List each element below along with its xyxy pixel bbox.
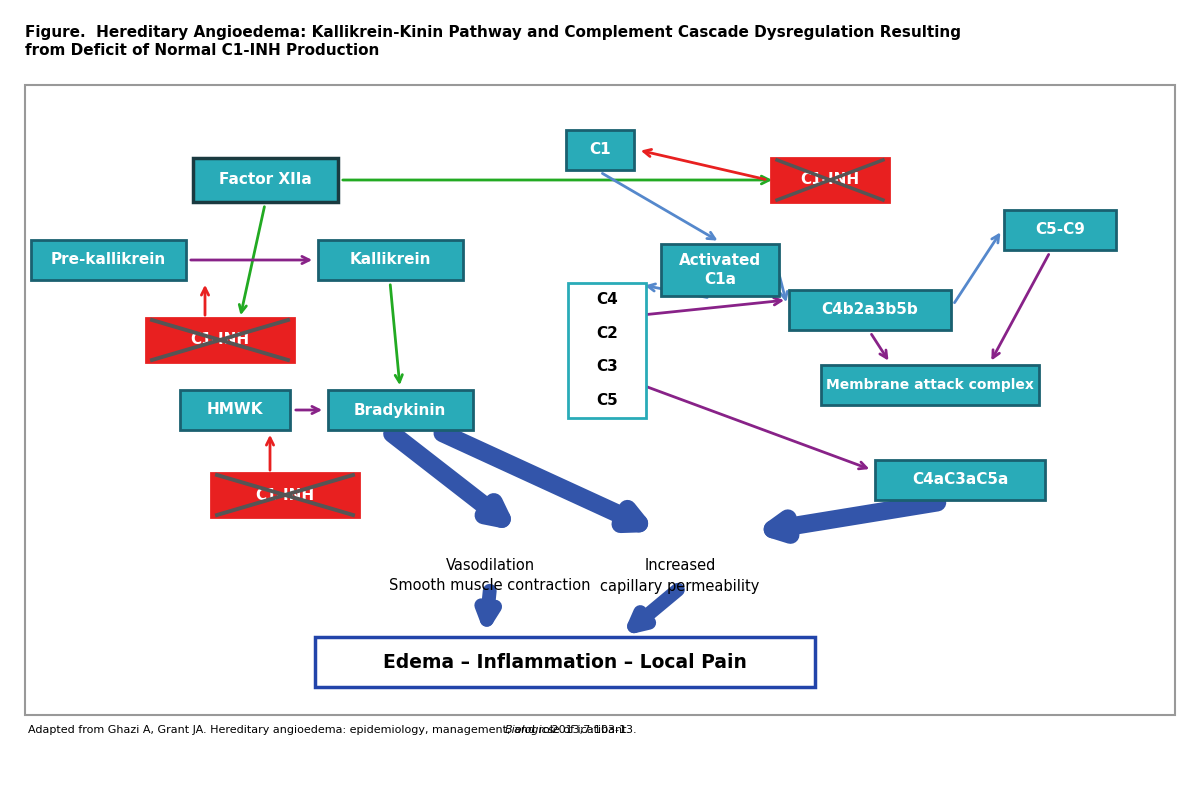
FancyBboxPatch shape [180,390,290,430]
Text: C4b2a3b5b: C4b2a3b5b [822,302,918,318]
Text: C4aC3aC5a: C4aC3aC5a [912,473,1008,487]
Text: Adapted from Ghazi A, Grant JA. Hereditary angioedema: epidemiology, management,: Adapted from Ghazi A, Grant JA. Heredita… [28,725,634,735]
Text: C3: C3 [596,359,618,374]
Text: capillary permeability: capillary permeability [600,578,760,594]
Text: Bradykinin: Bradykinin [354,402,446,418]
Text: Biologics: Biologics [505,725,554,735]
Text: C4: C4 [596,292,618,307]
Text: Smooth muscle contraction: Smooth muscle contraction [389,578,590,594]
FancyBboxPatch shape [661,244,779,296]
Text: C2: C2 [596,326,618,341]
Text: Figure.  Hereditary Angioedema: Kallikrein-Kinin Pathway and Complement Cascade : Figure. Hereditary Angioedema: Kallikrei… [25,25,961,40]
Text: Vasodilation: Vasodilation [445,558,534,573]
Text: from Deficit of Normal C1-INH Production: from Deficit of Normal C1-INH Production [25,43,379,58]
Text: Increased: Increased [644,558,715,573]
Text: Factor XIIa: Factor XIIa [218,173,311,187]
Text: C1-INH: C1-INH [256,487,314,502]
FancyBboxPatch shape [192,158,337,202]
FancyBboxPatch shape [566,130,634,170]
Text: C1: C1 [589,142,611,158]
Bar [25,85,1175,715]
FancyBboxPatch shape [30,240,186,280]
FancyBboxPatch shape [772,158,889,202]
Text: C1-INH: C1-INH [800,173,859,187]
FancyBboxPatch shape [328,390,473,430]
FancyBboxPatch shape [875,460,1045,500]
Text: Pre-kallikrein: Pre-kallikrein [50,253,166,267]
Text: Membrane attack complex: Membrane attack complex [826,378,1034,392]
FancyBboxPatch shape [821,365,1039,405]
Text: Edema – Inflammation – Local Pain: Edema – Inflammation – Local Pain [383,653,746,671]
Text: C5: C5 [596,393,618,408]
Text: C5-C9: C5-C9 [1036,222,1085,238]
FancyBboxPatch shape [211,473,359,517]
Text: Kallikrein: Kallikrein [349,253,431,267]
Text: 2013;7:103-13.: 2013;7:103-13. [548,725,637,735]
FancyBboxPatch shape [790,290,952,330]
FancyBboxPatch shape [568,282,646,418]
Text: C1-INH: C1-INH [191,333,250,347]
FancyBboxPatch shape [314,637,815,687]
FancyBboxPatch shape [318,240,462,280]
Text: Activated
C1a: Activated C1a [679,253,761,286]
FancyBboxPatch shape [146,318,294,362]
FancyBboxPatch shape [1004,210,1116,250]
Text: HMWK: HMWK [206,402,263,418]
